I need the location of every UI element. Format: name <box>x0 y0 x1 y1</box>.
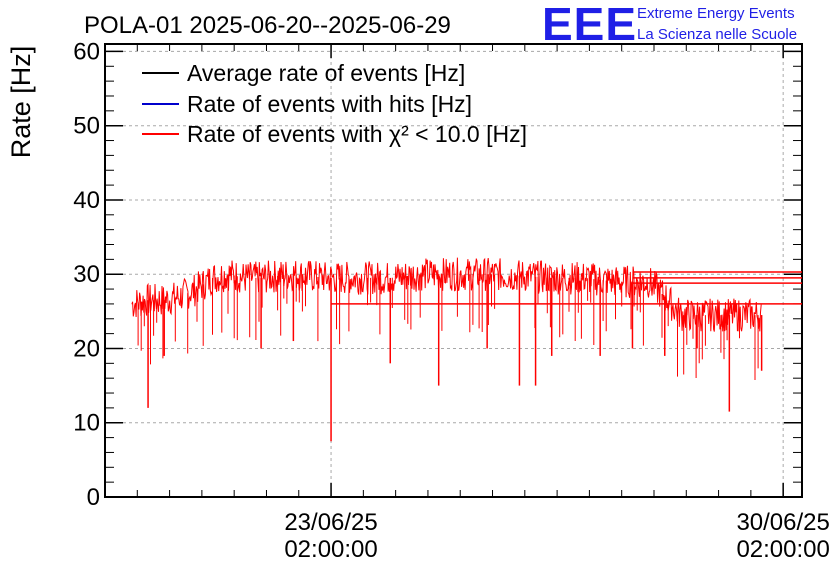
y-tick-label: 40 <box>73 187 100 214</box>
y-tick-label: 60 <box>73 38 100 65</box>
legend-label-average: Average rate of events [Hz] <box>187 60 465 86</box>
y-tick-label: 0 <box>87 484 100 511</box>
x-tick-label-time: 02:00:00 <box>736 536 829 563</box>
logo-line1: Extreme Energy Events <box>637 5 795 22</box>
legend-label-hits: Rate of events with hits [Hz] <box>187 91 472 117</box>
eee-logo: EEE Extreme Energy Events La Scienza nel… <box>542 0 797 50</box>
legend: Average rate of events [Hz] Rate of even… <box>142 60 527 147</box>
x-tick-label-time: 02:00:00 <box>284 536 377 563</box>
x-tick-label-date: 23/06/25 <box>284 509 377 536</box>
axis-ticks: 010203040506023/06/2502:00:0030/06/2502:… <box>73 38 830 563</box>
series-chi2-line <box>131 257 762 332</box>
chart-title: POLA-01 2025-06-20--2025-06-29 <box>84 12 451 39</box>
y-tick-label: 50 <box>73 113 100 140</box>
x-tick-label-date: 30/06/25 <box>736 509 829 536</box>
logo-letters: EEE <box>542 0 637 50</box>
y-tick-label: 10 <box>73 410 100 437</box>
grid <box>105 44 802 497</box>
legend-label-chi2: Rate of events with χ² < 10.0 [Hz] <box>187 121 527 147</box>
series-layer <box>131 257 802 442</box>
logo-line2: La Scienza nelle Scuole <box>637 26 797 43</box>
y-tick-label: 30 <box>73 261 100 288</box>
plot-frame <box>104 43 803 498</box>
series-chi2-small-dips <box>137 274 759 380</box>
y-tick-label: 20 <box>73 335 100 362</box>
y-axis-label: Rate [Hz] <box>6 46 36 159</box>
